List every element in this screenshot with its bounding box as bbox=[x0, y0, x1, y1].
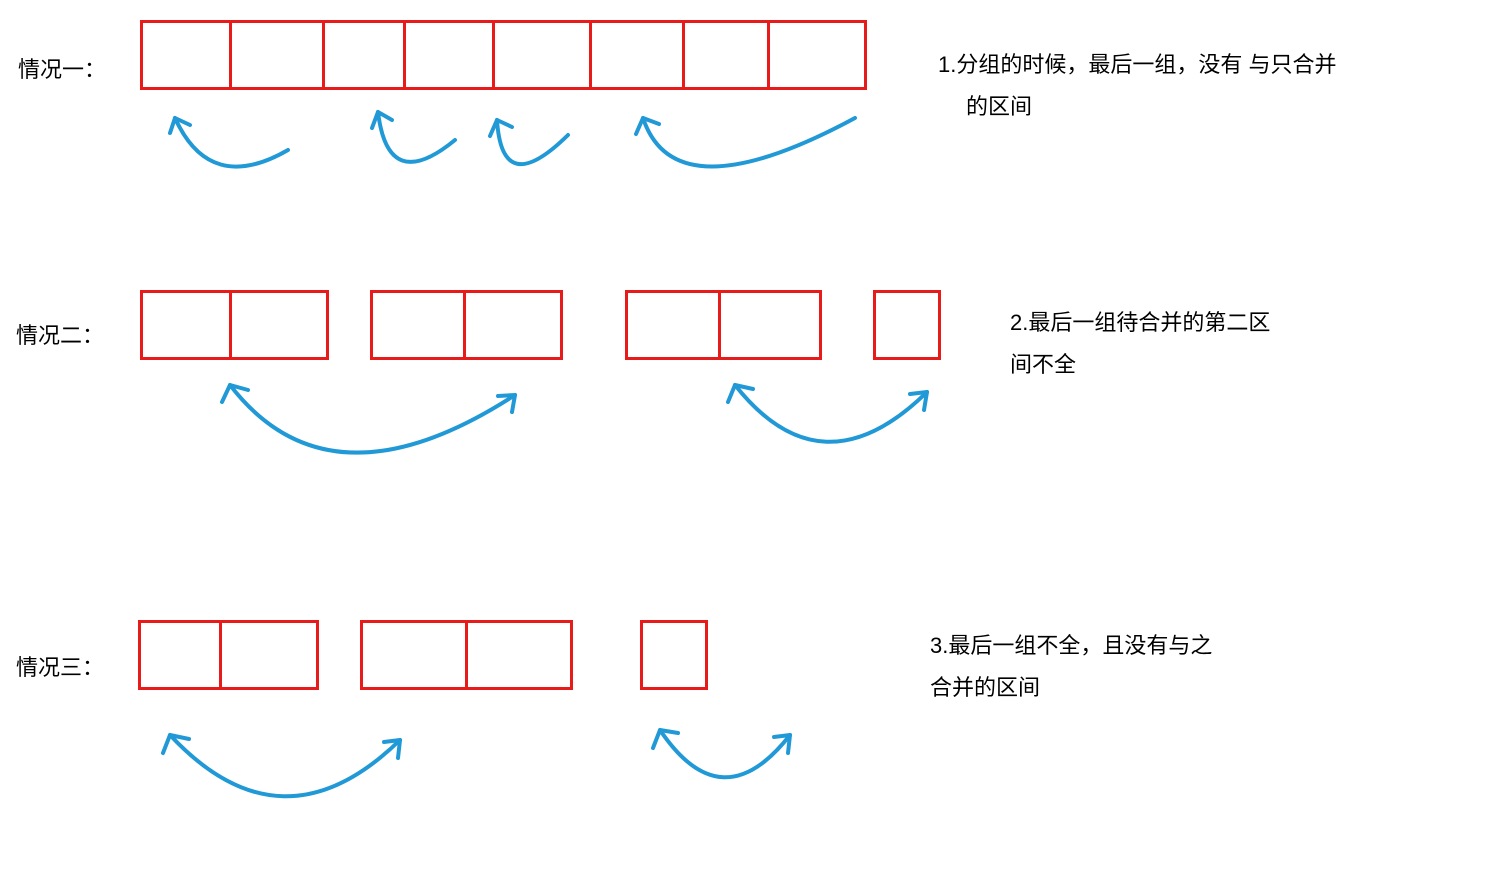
case3-desc-line1: 3.最后一组不全，且没有与之 bbox=[930, 633, 1212, 658]
box bbox=[465, 620, 573, 690]
case1-desc-line1: 1.分组的时候，最后一组，没有 与只合并 bbox=[938, 52, 1336, 77]
arrow-head bbox=[384, 740, 400, 758]
case3-desc: 3.最后一组不全，且没有与之 合并的区间 bbox=[930, 625, 1212, 709]
box bbox=[140, 290, 232, 360]
case2-desc: 2.最后一组待合并的第二区 间不全 bbox=[1010, 302, 1270, 386]
arrow-head bbox=[636, 118, 659, 134]
arrow bbox=[378, 112, 455, 162]
case3-group1 bbox=[138, 620, 319, 690]
box bbox=[140, 20, 232, 90]
arrow-head bbox=[728, 385, 753, 402]
box bbox=[767, 20, 867, 90]
box bbox=[370, 290, 466, 360]
box bbox=[219, 620, 319, 690]
case3-desc-line2: 合并的区间 bbox=[930, 675, 1040, 700]
arrow bbox=[735, 385, 927, 442]
box bbox=[682, 20, 770, 90]
arrow-head bbox=[910, 392, 927, 410]
arrow bbox=[230, 385, 515, 453]
box bbox=[492, 20, 592, 90]
box bbox=[403, 20, 495, 90]
arrows-layer bbox=[0, 0, 1488, 889]
box bbox=[625, 290, 721, 360]
box bbox=[322, 20, 406, 90]
arrow-head bbox=[372, 112, 392, 128]
arrow-head bbox=[163, 735, 189, 753]
case1-boxes bbox=[140, 20, 867, 90]
arrow bbox=[175, 118, 288, 167]
box bbox=[463, 290, 563, 360]
case2-desc-line1: 2.最后一组待合并的第二区 bbox=[1010, 310, 1270, 335]
case1-label: 情况一： bbox=[18, 52, 106, 84]
arrow-head bbox=[498, 395, 515, 412]
arrow bbox=[643, 118, 855, 167]
arrow-head bbox=[170, 118, 190, 133]
arrow-head bbox=[653, 730, 678, 748]
box bbox=[718, 290, 822, 360]
case2-label: 情况二： bbox=[16, 318, 104, 350]
arrow bbox=[660, 730, 790, 777]
box bbox=[229, 290, 329, 360]
box bbox=[138, 620, 222, 690]
box bbox=[229, 20, 325, 90]
case2-group4 bbox=[873, 290, 941, 360]
box bbox=[640, 620, 708, 690]
case3-group3 bbox=[640, 620, 708, 690]
case2-group1 bbox=[140, 290, 329, 360]
case3-group2 bbox=[360, 620, 573, 690]
case1-desc-line2: 的区间 bbox=[938, 94, 1032, 119]
arrow-head bbox=[222, 385, 248, 402]
box bbox=[589, 20, 685, 90]
case2-group3 bbox=[625, 290, 822, 360]
case1-desc: 1.分组的时候，最后一组，没有 与只合并 的区间 bbox=[938, 44, 1336, 128]
arrow-head bbox=[774, 735, 790, 753]
arrow-head bbox=[490, 120, 512, 136]
case2-desc-line2: 间不全 bbox=[1010, 352, 1076, 377]
arrow bbox=[170, 735, 400, 796]
box bbox=[873, 290, 941, 360]
case3-label: 情况三： bbox=[16, 650, 104, 682]
box bbox=[360, 620, 468, 690]
arrow bbox=[497, 120, 568, 164]
case2-group2 bbox=[370, 290, 563, 360]
